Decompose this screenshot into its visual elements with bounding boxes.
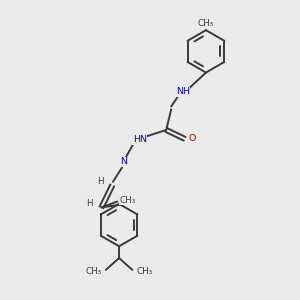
Text: N: N <box>120 157 127 166</box>
Text: NH: NH <box>176 88 190 97</box>
Text: H: H <box>98 177 104 186</box>
Text: CH₃: CH₃ <box>136 267 152 276</box>
Text: CH₃: CH₃ <box>86 267 102 276</box>
Text: CH₃: CH₃ <box>198 19 214 28</box>
Text: O: O <box>188 134 196 143</box>
Text: H: H <box>86 200 93 208</box>
Text: HN: HN <box>133 135 147 144</box>
Text: CH₃: CH₃ <box>120 196 136 205</box>
